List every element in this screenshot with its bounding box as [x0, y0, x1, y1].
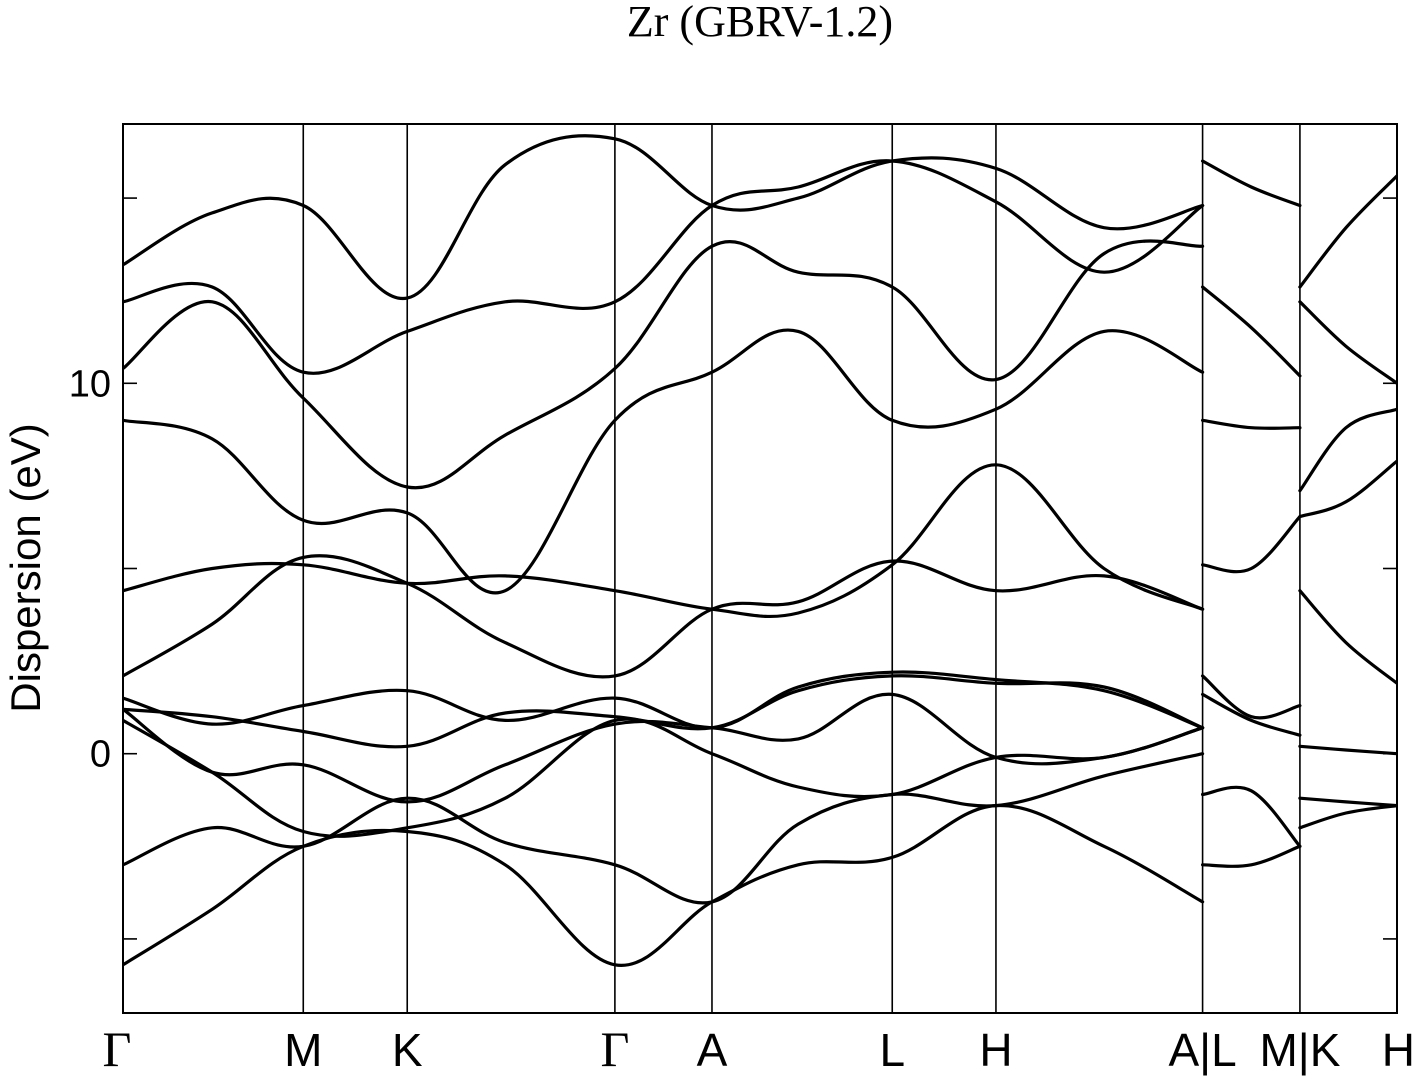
band-line-15 — [1201, 692, 1302, 737]
band-line-24 — [1298, 589, 1397, 685]
band-line-27 — [1298, 300, 1397, 385]
band-line-23 — [1298, 744, 1397, 756]
kpoint-label-4: Γ — [600, 1021, 629, 1077]
band-line-10 — [123, 239, 1205, 490]
band-line-25 — [1298, 459, 1397, 519]
band-line-6 — [123, 670, 1205, 730]
y-axis-label: Dispersion (eV) — [2, 423, 49, 712]
kpoint-label-3: K — [392, 1024, 423, 1076]
chart-title: Zr (GBRV-1.2) — [627, 0, 893, 46]
kpoint-label-6: L — [879, 1024, 905, 1076]
band-line-18 — [1201, 418, 1302, 430]
band-line-7 — [123, 554, 1205, 679]
band-line-26 — [1298, 407, 1397, 493]
kpoint-lines-group — [302, 124, 1301, 1013]
kpoint-label-5: A — [697, 1024, 728, 1076]
band-line-1 — [123, 803, 1205, 967]
y-ticks-group: 0 10 — [69, 197, 1397, 940]
kpoint-label-7: H — [979, 1024, 1012, 1076]
band-line-28 — [1298, 174, 1397, 289]
band-line-3 — [123, 717, 1205, 838]
kpoint-label-2: M — [284, 1024, 322, 1076]
ytick-label-2: 0 — [90, 734, 111, 776]
kpoint-labels-group: Γ M K Γ A L H A|L M|K H — [103, 1021, 1415, 1077]
band-line-16 — [1201, 674, 1302, 720]
band-line-11 — [123, 159, 1205, 375]
band-line-9 — [123, 328, 1205, 595]
band-line-12 — [123, 134, 1205, 300]
band-line-19 — [1201, 285, 1302, 378]
ytick-label-4: 10 — [69, 363, 111, 405]
kpoint-label-9: M|K — [1259, 1024, 1340, 1076]
band-line-13 — [1201, 785, 1302, 848]
band-line-2 — [123, 752, 1205, 905]
band-line-4 — [123, 692, 1205, 804]
band-line-17 — [1201, 515, 1302, 574]
band-series-group — [123, 134, 1397, 967]
band-line-22 — [1298, 804, 1397, 830]
kpoint-label-10: H — [1382, 1024, 1415, 1076]
band-line-14 — [1201, 844, 1302, 868]
band-line-20 — [1201, 159, 1302, 208]
band-line-8 — [123, 463, 1205, 619]
band-line-21 — [1298, 796, 1397, 808]
plot-frame — [122, 123, 1398, 1014]
kpoint-label-1: Γ — [103, 1021, 132, 1077]
kpoint-label-8: A|L — [1168, 1024, 1236, 1076]
